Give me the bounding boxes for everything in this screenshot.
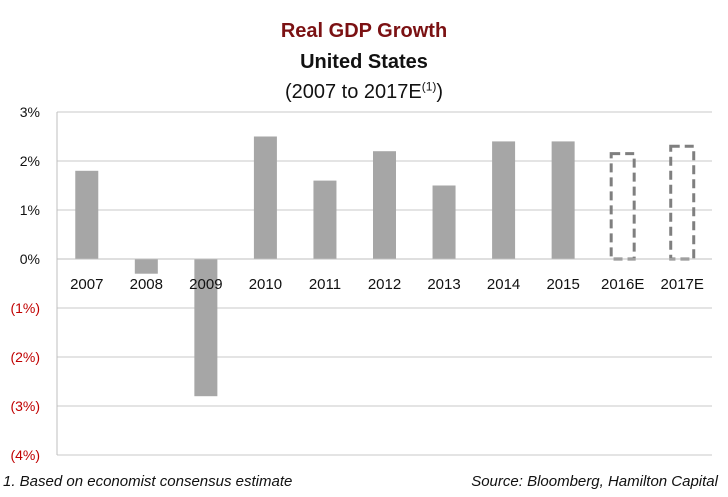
bar [253, 136, 277, 259]
bar [75, 170, 99, 259]
bar [492, 141, 516, 259]
date-range-close: ) [436, 81, 444, 103]
x-tick-label: 2008 [130, 276, 163, 293]
bar [194, 259, 218, 397]
footnote-marker: (1) [421, 79, 437, 94]
x-tick-label: 2010 [249, 276, 282, 293]
bar [551, 141, 575, 259]
x-tick-label: 2014 [487, 276, 520, 293]
y-tick-label: (4%) [10, 447, 40, 463]
date-range-text: (2007 to 2017E [284, 81, 422, 103]
source-note: Source: Bloomberg, Hamilton Capital [471, 473, 718, 490]
x-tick-label: 2009 [189, 276, 222, 293]
x-tick-label: 2013 [427, 276, 460, 293]
footnote: 1. Based on economist consensus estimate [3, 473, 293, 490]
bar-estimate [609, 152, 636, 261]
bar [313, 180, 337, 259]
x-tick-label: 2015 [546, 276, 579, 293]
bar [134, 259, 158, 274]
x-tick-label: 2007 [70, 276, 103, 293]
x-tick-label: 2012 [368, 276, 401, 293]
y-tick-label: (2%) [10, 349, 40, 365]
y-tick-label: 3% [20, 104, 40, 120]
y-tick-label: 0% [20, 251, 40, 267]
y-tick-label: 2% [20, 153, 40, 169]
x-tick-label: 2016E [601, 276, 644, 293]
y-tick-label: 1% [20, 202, 40, 218]
y-tick-label: (1%) [10, 300, 40, 316]
bar [432, 185, 456, 259]
y-tick-label: (3%) [10, 398, 40, 414]
bar-estimate [669, 144, 696, 261]
x-tick-label: 2017E [661, 276, 704, 293]
bar [373, 151, 396, 259]
x-tick-label: 2011 [309, 276, 341, 293]
chart-subtitle: United States [300, 51, 428, 73]
chart-title: Real GDP Growth [280, 20, 448, 42]
chart-date-range: (2007 to 2017E(1)) [0, 80, 728, 104]
